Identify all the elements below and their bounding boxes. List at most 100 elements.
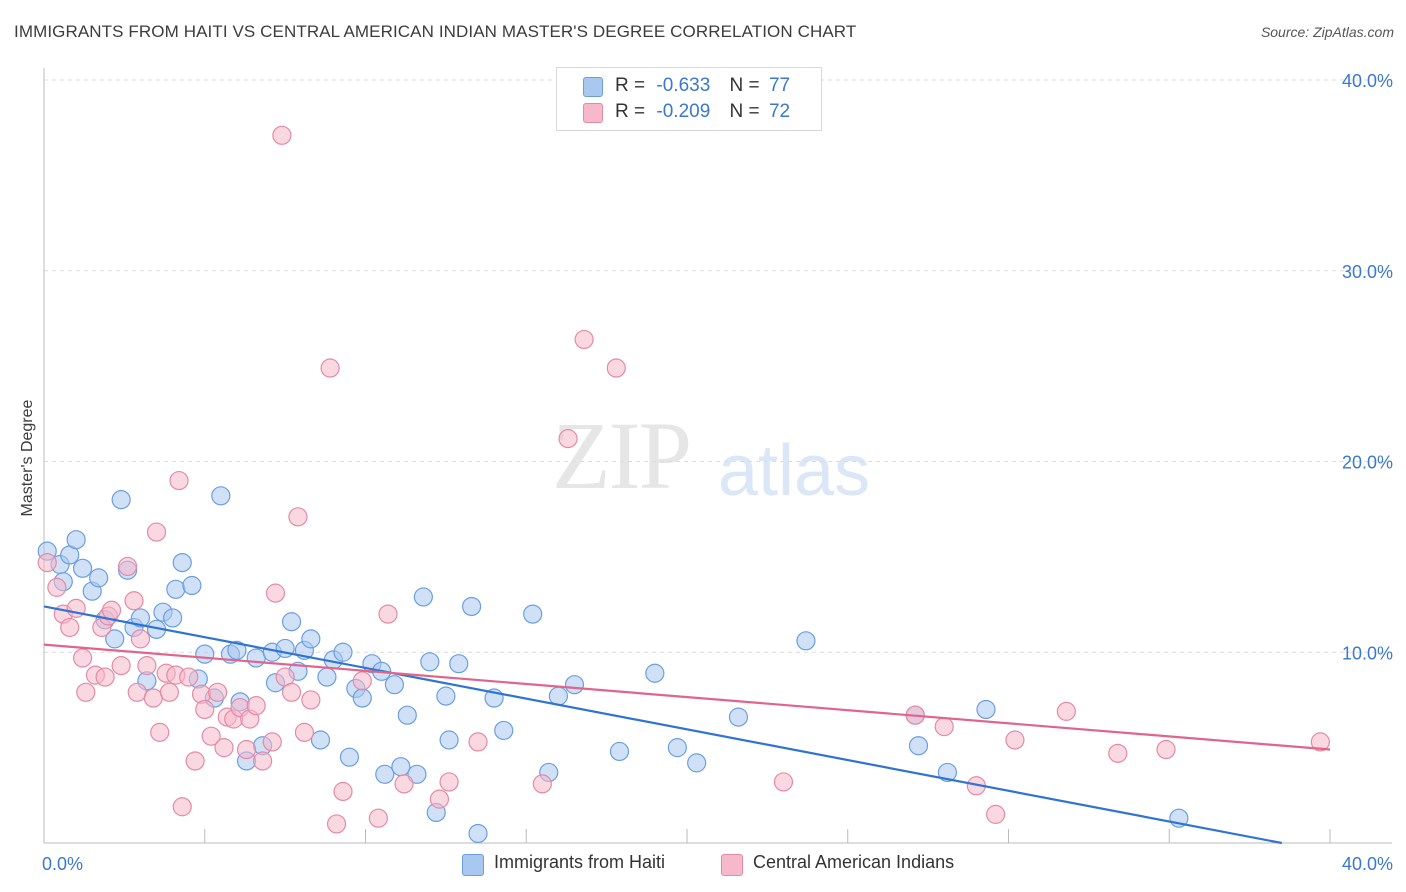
y-tick-label: 20.0% <box>1342 453 1393 473</box>
bottom-legend-label-haiti: Immigrants from Haiti <box>494 852 666 872</box>
haiti-point <box>449 654 469 674</box>
cai-point <box>1056 701 1076 721</box>
cai-point <box>76 682 96 702</box>
cai-point <box>429 789 450 809</box>
cai-point <box>265 583 286 603</box>
cai-point <box>150 722 170 742</box>
haiti-point <box>796 631 816 651</box>
haiti-point <box>163 608 183 628</box>
cai-point <box>208 682 228 702</box>
haiti-point <box>111 490 131 510</box>
haiti-point <box>667 738 687 758</box>
legend-n-label: N = <box>729 101 760 122</box>
haiti-point <box>333 642 353 662</box>
haiti-point <box>436 686 456 706</box>
haiti-point <box>301 629 321 649</box>
haiti-point <box>317 667 337 687</box>
cai-point <box>101 600 122 620</box>
cai-point <box>37 552 57 573</box>
cai-point <box>606 358 626 378</box>
haiti-point <box>166 579 186 599</box>
cai-point <box>130 629 151 649</box>
haiti-point <box>66 530 86 550</box>
haiti-point <box>645 663 665 683</box>
haiti-point <box>391 757 411 777</box>
cai-point <box>281 682 302 702</box>
cai-point <box>60 617 80 638</box>
cai-point <box>986 804 1006 824</box>
haiti-point <box>420 652 440 672</box>
legend-swatch-cai <box>583 103 603 123</box>
cai-point <box>439 772 459 792</box>
cai-point <box>124 591 144 611</box>
haiti-point <box>439 730 459 750</box>
haiti-point <box>195 644 215 664</box>
haiti-point <box>375 764 395 784</box>
haiti-point <box>172 552 192 573</box>
haiti-point <box>72 558 93 578</box>
haiti-point <box>339 747 360 767</box>
cai-point <box>159 682 179 702</box>
cai-point <box>378 604 398 624</box>
legend-n-label: N = <box>729 75 760 96</box>
x-tick-label: 0.0% <box>42 854 83 874</box>
cai-point <box>137 656 157 676</box>
correlation-legend: R = -0.633 N = 77 R = -0.209 N = 72 <box>556 67 822 131</box>
cai-point <box>333 781 353 802</box>
cai-point <box>368 808 388 828</box>
haiti-point <box>728 707 749 727</box>
legend-swatch-haiti <box>583 77 603 97</box>
legend-r-label: R = <box>615 101 646 122</box>
haiti-point <box>310 730 331 750</box>
haiti-point <box>89 568 109 588</box>
legend-r-value-haiti: -0.633 <box>656 75 711 96</box>
x-tick-label: 40.0% <box>1342 854 1393 874</box>
cai-point <box>201 726 221 746</box>
haiti-point <box>523 604 543 624</box>
cai-point <box>127 682 147 702</box>
cai-point <box>532 774 552 794</box>
cai-point <box>773 772 794 792</box>
haiti-point <box>384 675 405 695</box>
y-tick-label: 40.0% <box>1342 71 1393 91</box>
cai-point <box>558 429 578 449</box>
cai-point <box>246 696 266 716</box>
cai-point <box>262 732 282 752</box>
watermark-atlas: atlas <box>718 431 871 511</box>
cai-point <box>320 358 340 378</box>
chart-title: IMMIGRANTS FROM HAITI VS CENTRAL AMERICA… <box>14 22 857 41</box>
cai-point <box>236 739 257 760</box>
cai-point <box>214 738 234 758</box>
haiti-point <box>468 823 488 844</box>
cai-trend-line <box>43 643 1331 751</box>
cai-point <box>169 470 189 491</box>
cai-point <box>574 329 594 350</box>
cai-point <box>172 797 192 817</box>
legend-r-value-cai: -0.209 <box>656 101 711 122</box>
cai-point <box>272 125 292 145</box>
haiti-trend-line <box>43 605 1282 845</box>
haiti-point <box>548 686 569 706</box>
cai-point <box>294 722 315 742</box>
cai-point <box>185 751 205 771</box>
haiti-point <box>413 587 433 607</box>
cai-point <box>95 667 115 687</box>
haiti-point <box>609 741 630 762</box>
haiti-point <box>130 608 151 628</box>
cai-point <box>143 688 163 708</box>
cai-point <box>146 522 167 542</box>
cai-point <box>352 671 372 691</box>
cai-point <box>1005 730 1025 750</box>
cai-point <box>1310 732 1330 752</box>
cai-point <box>47 577 67 597</box>
cai-point <box>468 732 488 752</box>
legend-r-label: R = <box>615 75 646 96</box>
bottom-legend-label-cai: Central American Indians <box>753 852 955 872</box>
cai-point <box>301 690 321 710</box>
bottom-legend-swatch-haiti <box>462 854 484 876</box>
cai-point <box>195 699 215 720</box>
cai-point <box>1156 739 1176 760</box>
y-tick-label: 30.0% <box>1342 262 1393 282</box>
cai-point <box>253 751 273 771</box>
